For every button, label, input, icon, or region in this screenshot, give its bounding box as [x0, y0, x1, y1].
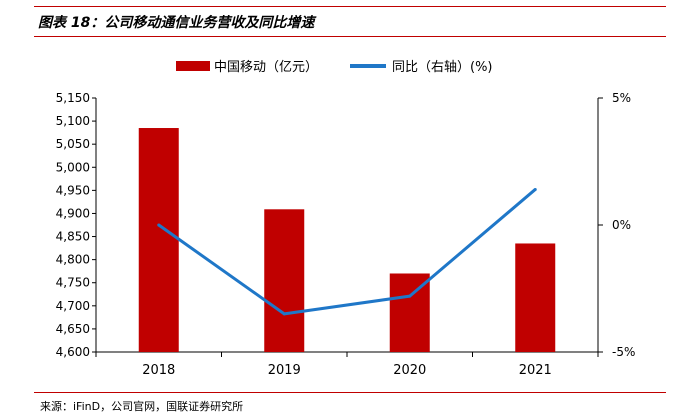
bar: [264, 209, 305, 352]
left-axis-tick-label: 4,700: [56, 299, 90, 313]
line-series: [157, 187, 537, 316]
right-axis-tick-label: 5%: [612, 91, 631, 105]
x-axis-tick-label: 2018: [142, 363, 175, 378]
left-axis-tick-label: 5,000: [56, 160, 90, 174]
figure-title: 图表 18：公司移动通信业务营收及同比增速: [38, 15, 315, 31]
right-axis-tick-label: 0%: [612, 218, 631, 232]
left-axis-tick-label: 4,900: [56, 206, 90, 220]
left-axis-tick-label: 5,100: [56, 114, 90, 128]
bar: [515, 243, 556, 352]
x-axis-tick-label: 2019: [268, 363, 301, 378]
source-note: 来源：iFinD，公司官网，国联证券研究所: [40, 400, 244, 413]
left-axis-tick-label: 4,750: [56, 276, 90, 290]
title-bottom-rule: [34, 36, 666, 37]
bar-series: [138, 128, 556, 352]
left-axis-tick-label: 4,800: [56, 253, 90, 267]
left-axis-tick-label: 4,600: [56, 345, 90, 359]
axes: 4,600 4,650 4,700 4,750 4,800 4,850 4,900 4,950…: [56, 91, 636, 378]
legend-label-line: 同比（右轴）(%): [392, 60, 493, 75]
legend-label-bar: 中国移动（亿元）: [214, 60, 318, 75]
bar: [138, 128, 179, 352]
left-axis-tick-label: 5,050: [56, 137, 90, 151]
left-axis-tick-label: 5,150: [56, 91, 90, 105]
line-point: [408, 294, 412, 298]
title-top-rule: [34, 6, 666, 7]
right-axis-tick-label: -5%: [612, 345, 635, 359]
x-axis-tick-label: 2021: [519, 363, 552, 378]
series-line: [157, 188, 537, 316]
line-point: [533, 187, 537, 191]
legend-swatch-bar: [176, 61, 210, 71]
x-axis-tick-label: 2020: [393, 363, 426, 378]
line-point: [157, 223, 161, 227]
left-axis-tick-label: 4,650: [56, 322, 90, 336]
footer-rule: [34, 392, 666, 393]
legend: 中国移动（亿元） 同比（右轴）(%): [176, 60, 493, 75]
line-point: [282, 312, 286, 316]
left-axis-tick-label: 4,950: [56, 183, 90, 197]
left-axis-tick-label: 4,850: [56, 230, 90, 244]
